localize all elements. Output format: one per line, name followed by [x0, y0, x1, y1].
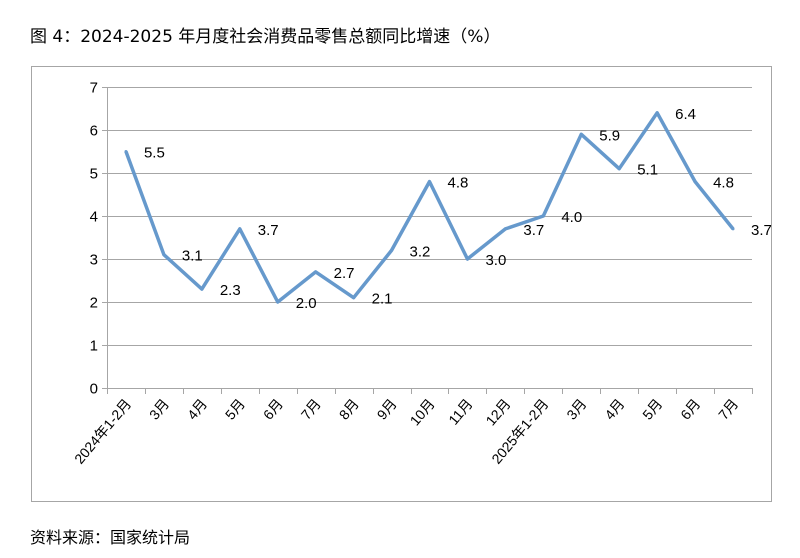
x-tick-label: 3月 [563, 396, 589, 423]
y-tick-label: 6 [90, 123, 98, 140]
y-tick-label: 0 [90, 381, 98, 398]
x-tick-label: 6月 [677, 396, 703, 423]
data-label: 5.9 [599, 127, 620, 144]
data-point [731, 227, 735, 231]
data-label: 5.5 [144, 145, 165, 162]
x-tick-label: 8月 [336, 396, 362, 423]
data-point [541, 214, 545, 218]
data-point [428, 180, 431, 184]
x-tick-label: 5月 [639, 396, 665, 423]
series-line [124, 111, 735, 304]
data-label: 2.7 [334, 265, 355, 282]
x-tick-label: 4月 [184, 396, 210, 423]
data-point [390, 248, 394, 252]
y-tick-label: 1 [90, 338, 98, 355]
data-point [276, 300, 280, 304]
data-label: 3.0 [485, 252, 506, 269]
source-note: 资料来源：国家统计局 [30, 528, 191, 547]
data-point [200, 287, 204, 291]
data-point [579, 132, 583, 136]
x-tick-label: 3月 [146, 396, 172, 423]
x-tick-label: 5月 [222, 396, 248, 423]
data-label: 3.1 [182, 248, 203, 265]
data-point [693, 180, 697, 184]
x-tick-label: 11月 [445, 396, 476, 428]
data-point [352, 296, 356, 300]
y-tick-label: 2 [90, 295, 98, 312]
x-tick-label: 2024年1-2月 [71, 396, 134, 467]
data-point [617, 167, 621, 171]
y-tick-label: 5 [90, 166, 98, 183]
chart-border [31, 66, 772, 502]
x-tick-label: 12月 [482, 396, 513, 429]
y-tick-label: 4 [90, 209, 98, 226]
chart-title: 图 4：2024-2025 年月度社会消费品零售总额同比增速（%） [30, 27, 501, 47]
data-label: 2.0 [296, 295, 317, 312]
data-label: 4.8 [713, 175, 734, 192]
data-label: 3.7 [258, 222, 279, 239]
x-tick-label: 7月 [715, 396, 741, 423]
data-label: 4.0 [561, 209, 582, 226]
data-point [238, 227, 242, 231]
data-point [314, 270, 318, 274]
data-label: 3.2 [410, 243, 431, 260]
x-tick-label: 4月 [601, 396, 627, 423]
data-label: 2.3 [220, 282, 241, 299]
data-label: 2.1 [372, 291, 393, 308]
data-label: 6.4 [675, 106, 696, 123]
data-label: 3.7 [523, 222, 544, 239]
x-tick-label: 6月 [260, 396, 286, 423]
data-point [162, 253, 166, 257]
data-point [465, 257, 469, 261]
data-point [503, 227, 507, 231]
y-tick-label: 7 [90, 80, 98, 97]
y-tick-label: 3 [90, 252, 98, 269]
data-label: 5.1 [637, 162, 658, 179]
x-tick-label: 9月 [374, 396, 400, 423]
data-point [124, 150, 128, 153]
data-label: 3.7 [751, 222, 772, 239]
data-point [655, 111, 659, 115]
x-tick-label: 10月 [407, 396, 438, 429]
data-label: 4.8 [448, 175, 469, 192]
x-tick-label: 7月 [298, 396, 324, 423]
